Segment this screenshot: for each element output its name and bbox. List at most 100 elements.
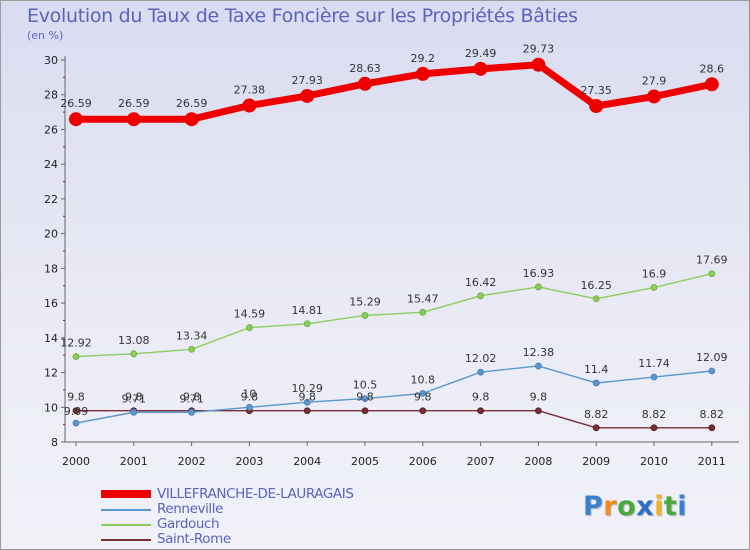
legend-label-villefranche: VILLEFRANCHE-DE-LAURAGAIS [157,486,354,502]
series-line-renneville [75,365,713,424]
y-tick-label: 14 [44,332,58,345]
data-label-gardouch: 14.59 [234,308,266,321]
data-point-saint-rome [650,424,658,432]
data-label-villefranche: 26.59 [118,97,150,110]
x-tick-label: 2005 [351,455,379,468]
data-point-renneville [708,367,716,375]
data-label-saint-rome: 9.8 [125,391,143,404]
logo-letter: x [636,491,655,522]
data-point-renneville [477,368,485,376]
data-label-villefranche: 27.9 [642,74,667,87]
data-label-villefranche: 27.35 [580,84,612,97]
x-tick-label: 2002 [178,455,206,468]
logo-letter: t [663,491,678,522]
data-point-gardouch [130,350,138,358]
legend-swatch-gardouch [101,524,151,526]
x-tick-label: 2000 [62,455,90,468]
data-point-villefranche [126,112,141,127]
y-tick-label: 8 [51,436,58,449]
data-label-villefranche: 27.38 [234,83,266,96]
y-tick-label: 20 [44,228,58,241]
data-label-gardouch: 12.92 [60,337,92,350]
data-label-gardouch: 16.42 [465,276,497,289]
data-point-saint-rome [72,407,80,415]
data-label-saint-rome: 9.8 [241,391,259,404]
data-point-villefranche [242,98,257,113]
x-tick-label: 2003 [235,455,263,468]
x-tick-label: 2004 [293,455,321,468]
legend-label-gardouch: Gardouch [157,516,220,532]
data-label-renneville: 12.38 [523,346,555,359]
data-point-villefranche [531,57,546,72]
data-point-saint-rome [419,407,427,415]
data-label-villefranche: 26.59 [60,97,92,110]
data-point-saint-rome [708,424,716,432]
series-line-gardouch [75,273,713,358]
data-label-saint-rome: 9.8 [67,391,85,404]
data-point-saint-rome [477,407,485,415]
data-label-saint-rome: 8.82 [642,408,667,421]
data-point-villefranche [69,112,83,127]
y-tick-label: 12 [44,367,58,380]
legend-label-saint-rome: Saint-Rome [157,531,231,547]
data-label-gardouch: 17.69 [696,254,728,267]
x-tick-label: 2006 [409,455,437,468]
data-label-renneville: 10.8 [411,373,436,386]
legend-item-saint-rome: Saint-Rome [101,532,354,547]
series-labels: 26.59 26.59 26.59 27.38 27.93 28.63 29.2 29.49 2… [60,43,727,421]
data-label-saint-rome: 8.82 [584,408,609,421]
data-point-gardouch [72,353,80,360]
data-point-gardouch [361,312,369,319]
data-label-saint-rome: 9.8 [356,391,374,404]
data-point-saint-rome [592,424,600,432]
data-point-gardouch [535,283,542,291]
data-point-villefranche [358,76,372,91]
legend-item-villefranche: VILLEFRANCHE-DE-LAURAGAIS [101,487,354,502]
x-tick-label: 2001 [120,455,148,468]
y-tick-label: 22 [44,193,58,206]
data-label-saint-rome: 9.8 [298,391,316,404]
x-tick-label: 2008 [524,455,552,468]
data-point-gardouch [650,284,658,291]
data-point-villefranche [415,66,430,81]
data-label-gardouch: 14.81 [291,304,323,317]
series-points [69,57,719,432]
data-label-saint-rome: 9.8 [183,391,201,404]
legend-swatch-villefranche [101,490,151,498]
logo-letter: P [583,491,604,522]
logo-letter: i [654,491,664,522]
y-tick-label: 18 [44,262,58,275]
legend-swatch-saint-rome [101,539,151,541]
data-label-renneville: 11.74 [638,357,670,370]
y-tick-label: 16 [44,297,58,310]
data-label-villefranche: 26.59 [176,97,208,110]
data-point-renneville [245,403,253,411]
y-tick-label: 10 [44,401,58,414]
data-label-gardouch: 16.93 [523,267,555,280]
data-label-gardouch: 16.9 [642,267,667,280]
data-label-gardouch: 13.08 [118,334,150,347]
legend-item-gardouch: Gardouch [101,517,354,532]
data-point-villefranche [704,77,719,92]
y-tick-label: 26 [44,123,58,136]
data-label-renneville: 12.02 [465,352,497,365]
x-tick-label: 2009 [582,455,610,468]
data-point-renneville [72,419,80,427]
data-point-saint-rome [361,407,369,415]
data-point-gardouch [303,320,311,328]
logo-letter: i [677,491,688,522]
data-point-renneville [188,408,196,416]
data-label-renneville: 12.09 [696,351,728,364]
data-label-villefranche: 27.93 [291,74,323,87]
data-point-renneville [592,379,600,387]
y-tick-label: 30 [44,54,58,67]
data-point-saint-rome [303,407,311,415]
data-label-renneville: 9.71 [179,392,204,405]
series-lines [72,61,716,429]
x-tick-label: 2010 [640,455,668,468]
data-label-gardouch: 15.47 [407,292,439,305]
data-label-renneville: 9.71 [122,392,147,405]
data-point-villefranche [647,89,661,104]
legend-label-renneville: Renneville [157,501,224,517]
